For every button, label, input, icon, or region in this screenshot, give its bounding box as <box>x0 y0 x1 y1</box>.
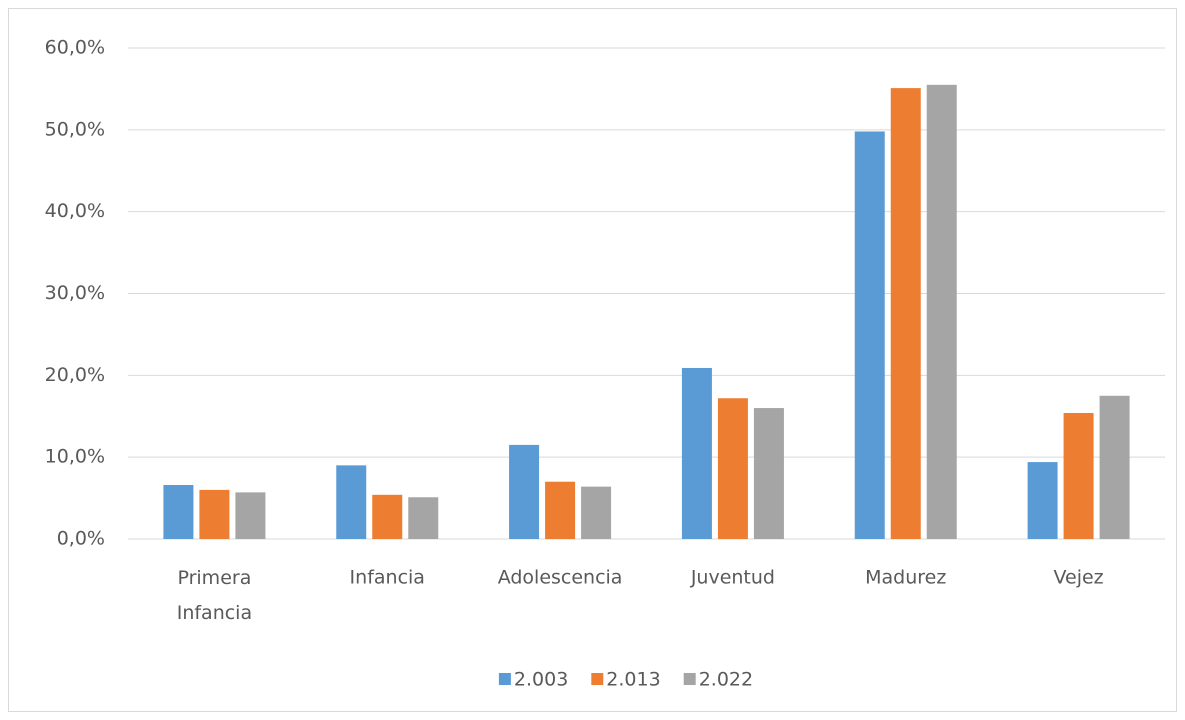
bar <box>545 481 576 539</box>
y-tick-label: 50,0% <box>45 118 105 140</box>
bar <box>1063 412 1094 539</box>
legend-swatch <box>498 673 511 685</box>
bar <box>1099 395 1130 539</box>
legend-swatch <box>591 673 604 685</box>
bar <box>199 489 230 539</box>
y-tick-label: 20,0% <box>45 364 105 386</box>
bar <box>372 494 403 539</box>
y-tick-label: 30,0% <box>45 282 105 304</box>
bar <box>581 486 612 539</box>
x-tick-label: Madurez <box>865 567 946 589</box>
bar <box>509 444 540 539</box>
bar <box>681 367 712 539</box>
x-tick-label: Adolescencia <box>498 567 623 589</box>
bar <box>408 497 439 539</box>
x-tick-label: Primera Infancia <box>177 567 252 624</box>
y-tick-label: 60,0% <box>45 37 105 59</box>
legend-label: 2.022 <box>699 669 753 691</box>
legend-swatch <box>683 673 696 685</box>
bar <box>854 131 885 539</box>
y-tick-label: 0,0% <box>57 528 105 550</box>
y-tick-label: 10,0% <box>45 446 105 468</box>
x-tick-label: Vejez <box>1054 567 1104 589</box>
bar <box>717 398 748 539</box>
x-tick-label: Infancia <box>350 567 425 589</box>
bar <box>1027 462 1058 539</box>
bar <box>163 484 194 539</box>
legend-label: 2.013 <box>606 669 660 691</box>
y-tick-label: 40,0% <box>45 200 105 222</box>
legend-label: 2.003 <box>514 669 568 691</box>
bar <box>753 408 784 539</box>
bar <box>336 465 367 539</box>
bar <box>890 88 921 540</box>
chart-border <box>8 8 1177 712</box>
x-tick-label: Juventud <box>690 567 775 589</box>
bar <box>926 84 957 539</box>
bar <box>235 492 266 539</box>
